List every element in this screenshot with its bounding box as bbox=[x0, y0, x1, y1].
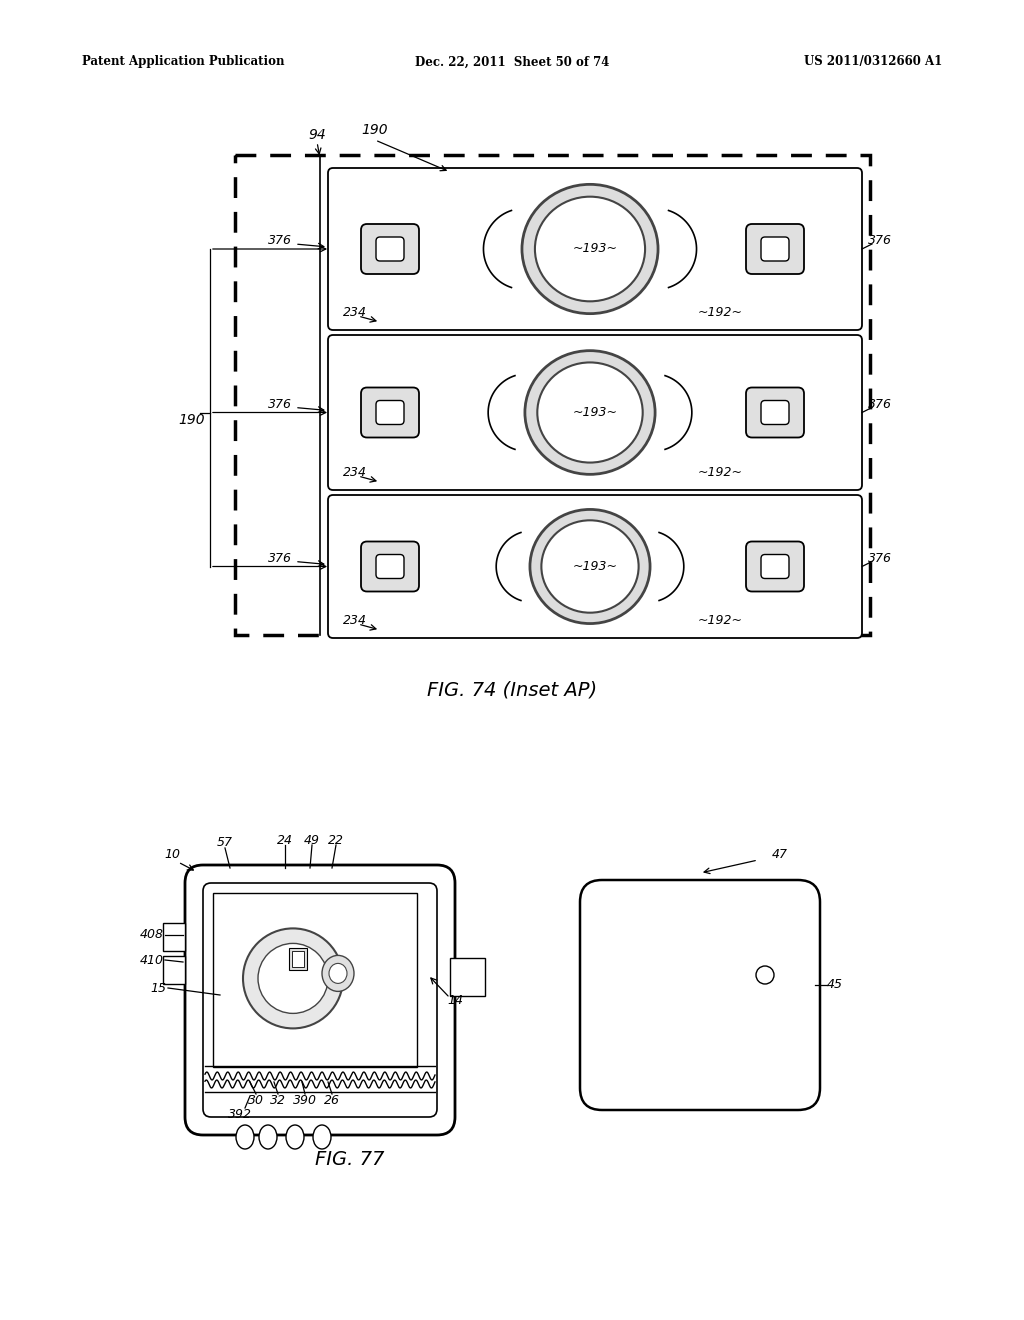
FancyBboxPatch shape bbox=[376, 400, 404, 425]
FancyBboxPatch shape bbox=[746, 388, 804, 437]
Text: 410: 410 bbox=[140, 953, 164, 966]
Text: 47: 47 bbox=[772, 849, 788, 862]
Bar bbox=[163, 957, 185, 985]
Text: ~192~: ~192~ bbox=[697, 466, 742, 479]
Text: 234: 234 bbox=[343, 614, 367, 627]
Text: 376: 376 bbox=[268, 235, 292, 248]
Text: 376: 376 bbox=[268, 399, 292, 411]
Text: 234: 234 bbox=[343, 466, 367, 479]
Text: 14: 14 bbox=[447, 994, 463, 1006]
Text: 376: 376 bbox=[868, 399, 892, 411]
Ellipse shape bbox=[542, 520, 639, 612]
Bar bbox=[234, 154, 870, 635]
FancyBboxPatch shape bbox=[761, 554, 790, 578]
Text: 22: 22 bbox=[328, 833, 344, 846]
Ellipse shape bbox=[322, 956, 354, 991]
Text: 190: 190 bbox=[178, 413, 206, 426]
Ellipse shape bbox=[313, 1125, 331, 1148]
FancyBboxPatch shape bbox=[761, 400, 790, 425]
Text: 24: 24 bbox=[278, 833, 293, 846]
Bar bbox=[292, 952, 304, 968]
Text: 57: 57 bbox=[217, 837, 233, 850]
Bar bbox=[450, 958, 485, 997]
FancyBboxPatch shape bbox=[361, 388, 419, 437]
Text: FIG. 77: FIG. 77 bbox=[315, 1150, 385, 1170]
Ellipse shape bbox=[756, 966, 774, 983]
Ellipse shape bbox=[286, 1125, 304, 1148]
FancyBboxPatch shape bbox=[361, 541, 419, 591]
Text: ~193~: ~193~ bbox=[572, 243, 617, 256]
Bar bbox=[213, 894, 417, 1067]
Ellipse shape bbox=[236, 1125, 254, 1148]
FancyBboxPatch shape bbox=[376, 238, 404, 261]
Text: 392: 392 bbox=[228, 1107, 252, 1121]
Text: ~193~: ~193~ bbox=[572, 560, 617, 573]
Text: 408: 408 bbox=[140, 928, 164, 941]
Ellipse shape bbox=[329, 964, 347, 983]
Text: US 2011/0312660 A1: US 2011/0312660 A1 bbox=[804, 55, 942, 69]
Text: 45: 45 bbox=[827, 978, 843, 991]
Ellipse shape bbox=[243, 928, 343, 1028]
Text: 10: 10 bbox=[164, 849, 180, 862]
Text: 376: 376 bbox=[868, 235, 892, 248]
Text: ~192~: ~192~ bbox=[697, 614, 742, 627]
FancyBboxPatch shape bbox=[746, 541, 804, 591]
Text: 15: 15 bbox=[150, 982, 166, 994]
Text: 376: 376 bbox=[268, 552, 292, 565]
Text: 30: 30 bbox=[248, 1093, 264, 1106]
Ellipse shape bbox=[530, 510, 650, 623]
Text: ~192~: ~192~ bbox=[697, 305, 742, 318]
Text: 376: 376 bbox=[868, 552, 892, 565]
FancyBboxPatch shape bbox=[328, 495, 862, 638]
FancyBboxPatch shape bbox=[580, 880, 820, 1110]
FancyBboxPatch shape bbox=[328, 335, 862, 490]
FancyBboxPatch shape bbox=[185, 865, 455, 1135]
Ellipse shape bbox=[525, 351, 655, 474]
Text: 32: 32 bbox=[270, 1093, 286, 1106]
Ellipse shape bbox=[259, 1125, 278, 1148]
Text: 26: 26 bbox=[324, 1093, 340, 1106]
FancyBboxPatch shape bbox=[761, 238, 790, 261]
Text: 234: 234 bbox=[343, 305, 367, 318]
Ellipse shape bbox=[535, 197, 645, 301]
Text: Patent Application Publication: Patent Application Publication bbox=[82, 55, 285, 69]
FancyBboxPatch shape bbox=[376, 554, 404, 578]
Text: FIG. 74 (Inset AP): FIG. 74 (Inset AP) bbox=[427, 680, 597, 700]
FancyBboxPatch shape bbox=[361, 224, 419, 275]
Text: 49: 49 bbox=[304, 833, 319, 846]
FancyBboxPatch shape bbox=[746, 224, 804, 275]
Text: 94: 94 bbox=[308, 128, 326, 143]
Text: ~193~: ~193~ bbox=[572, 407, 617, 418]
Ellipse shape bbox=[538, 363, 643, 462]
Text: Dec. 22, 2011  Sheet 50 of 74: Dec. 22, 2011 Sheet 50 of 74 bbox=[415, 55, 609, 69]
Text: 190: 190 bbox=[361, 123, 388, 137]
Text: 390: 390 bbox=[293, 1093, 317, 1106]
FancyBboxPatch shape bbox=[328, 168, 862, 330]
Ellipse shape bbox=[258, 944, 328, 1014]
FancyBboxPatch shape bbox=[203, 883, 437, 1117]
Bar bbox=[163, 924, 185, 952]
Bar bbox=[289, 948, 307, 970]
Ellipse shape bbox=[522, 185, 658, 314]
